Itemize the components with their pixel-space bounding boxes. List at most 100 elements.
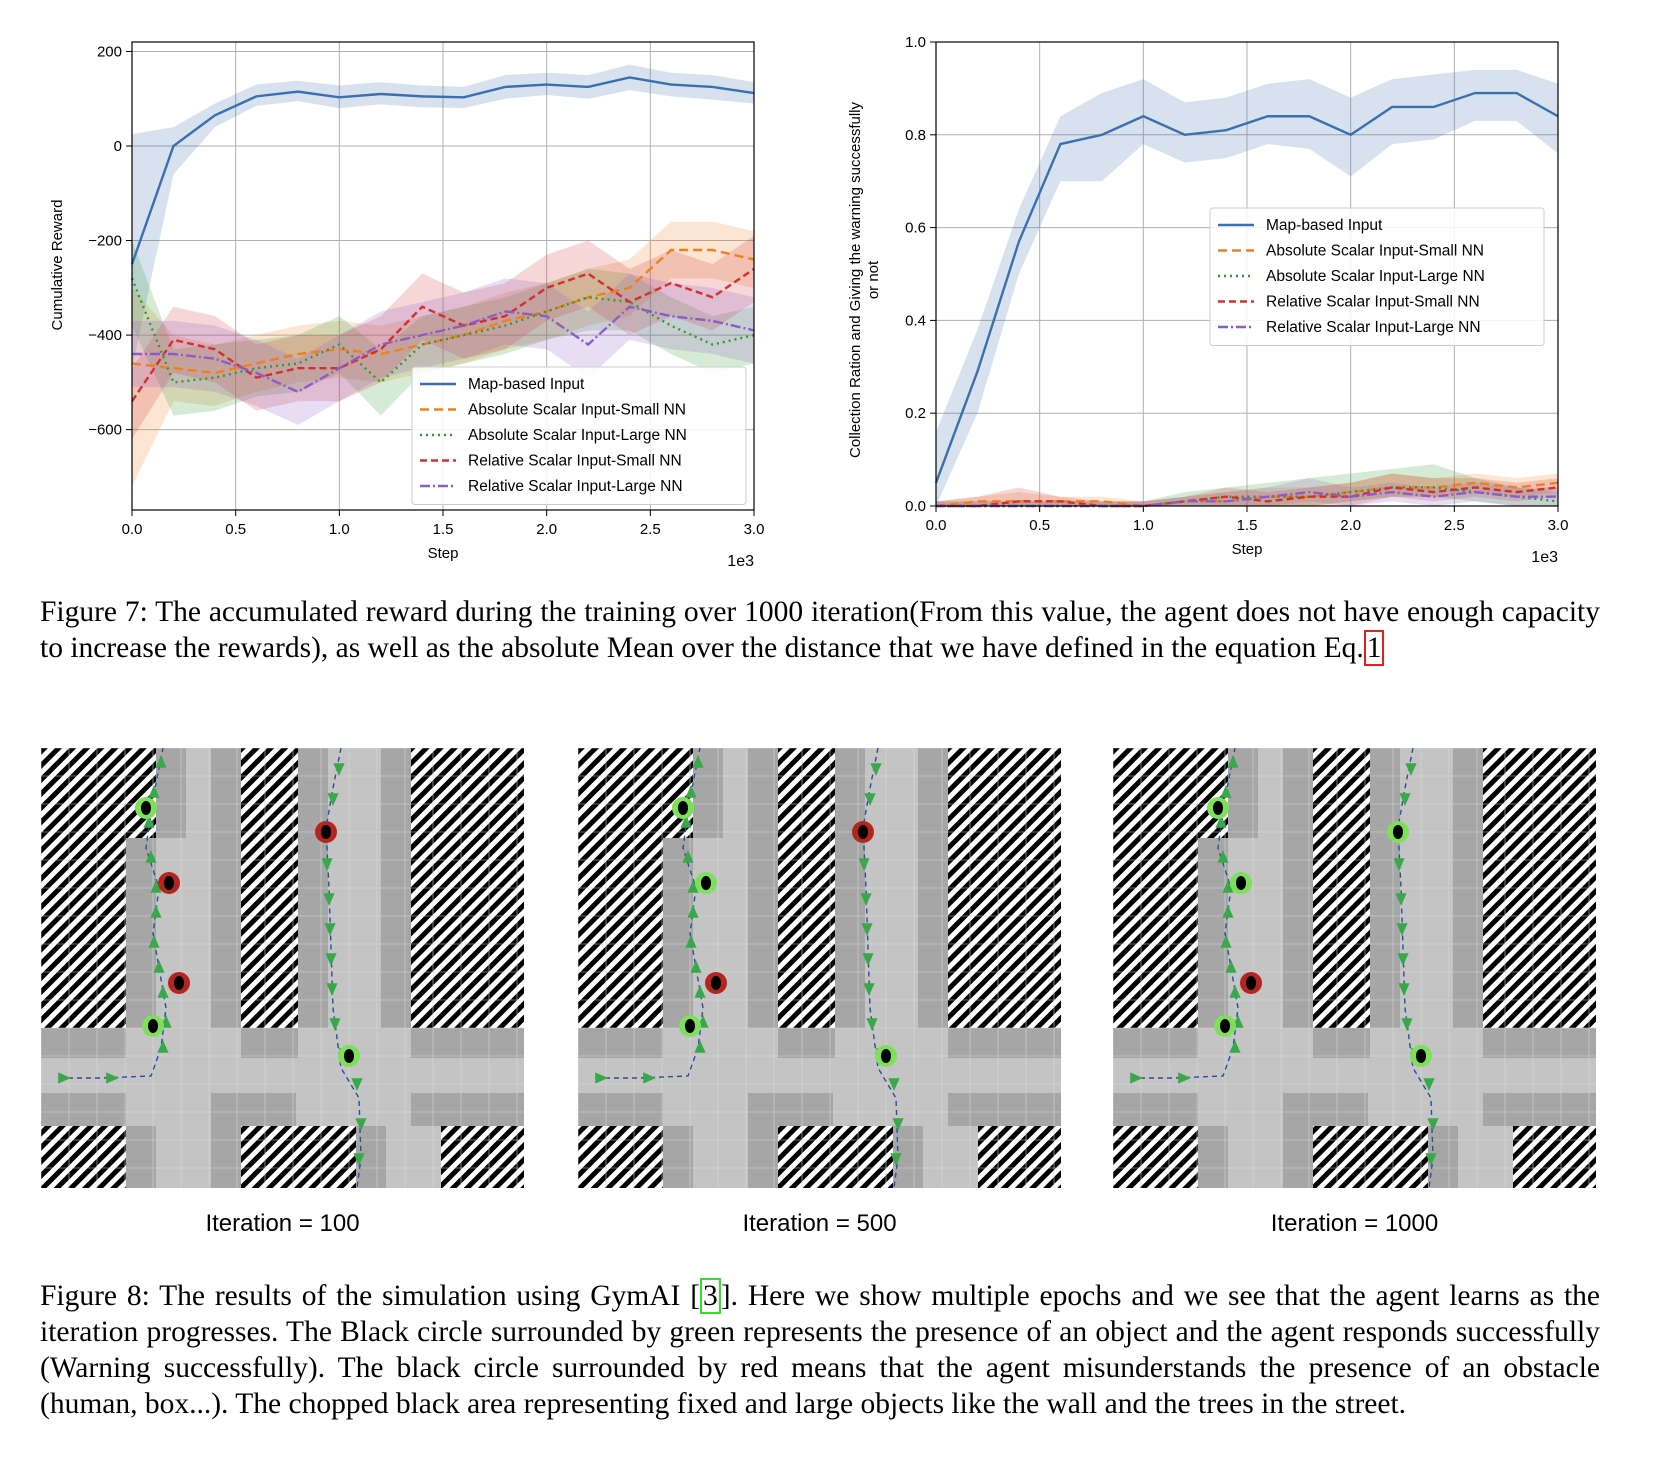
sidewalk-strip [1198,838,1228,1028]
confidence-band [132,273,754,425]
y-tick-label: −600 [88,422,122,439]
agent-arrow-icon [888,1078,900,1091]
agent-arrow-icon [864,793,876,806]
agent-arrow-icon [870,763,882,776]
x-tick-label: 3.0 [1548,517,1569,534]
agent-arrow-icon [333,763,345,776]
y-axis-label-line2: or not [865,260,882,299]
agent-arrow-icon [1393,858,1405,871]
agent-arrow-icon [1423,1078,1435,1091]
obstacle-marker-icon [711,976,721,990]
agent-arrow-icon [1399,793,1411,806]
simulation-label: Iteration = 1000 [1270,1210,1439,1237]
series-line [131,248,755,375]
legend-label: Relative Scalar Input-Small NN [1266,294,1480,311]
sidewalk-strip [411,1093,524,1126]
figure-8-caption: Figure 8: The results of the simulation … [40,1278,1600,1422]
chart-cumulative-reward: 0.0 0.5 1.0 1.5 2.0 2.5 3.0 200 0 −200 −400 −600 Ste… [49,41,764,570]
agent-arrow-icon [861,923,873,936]
wall-block [441,1126,524,1188]
equation-reference-link[interactable]: 1 [1363,630,1385,666]
agent-arrow-icon [1229,985,1241,998]
sidewalk-strip [1483,1028,1596,1058]
chart-collection-ratio: 0.0 0.5 1.0 1.5 2.0 2.5 3.0 0.0 0.2 0.4 0.6 0.8 1.0 S… [847,34,1569,566]
agent-arrow-icon [687,880,699,893]
y-tick-label: −200 [88,233,122,250]
agent-arrow-icon [58,1072,71,1084]
simulation-label: Iteration = 500 [742,1210,897,1237]
simulation-panel-iteration-100 [41,748,524,1188]
agent-arrow-icon [892,1118,904,1131]
agent-arrow-icon [1215,815,1227,828]
agent-arrow-icon [1220,935,1232,948]
obstacle-marker-icon [881,1049,891,1063]
obstacle-marker-icon [148,1019,158,1033]
agent-arrow-icon [685,785,697,798]
sidewalk-strip [663,838,693,1028]
obstacle-marker-icon [1220,1019,1230,1033]
confidence-band [936,69,1558,506]
simulation-label: Iteration = 100 [205,1210,360,1237]
sidewalk-strip [948,1093,1061,1126]
sidewalk-strip [41,1093,126,1126]
x-tick-label: 1.0 [1133,517,1154,534]
agent-arrow-icon [890,1153,902,1166]
agent-arrow-icon [1405,763,1417,776]
obstacle-marker-icon [174,976,184,990]
y-tick-label: 1.0 [905,34,926,51]
citation-reference-link[interactable]: 3 [700,1278,721,1314]
agent-arrow-icon [153,960,165,973]
sidewalk-strip [663,1126,693,1188]
confidence-band [132,235,754,440]
figure-7-caption-text: Figure 7: The accumulated reward during … [40,596,1600,664]
agent-arrow-icon [329,1018,341,1031]
agent-arrow-icon [1401,1018,1413,1031]
sidewalk-strip [748,1093,833,1126]
agent-arrow-icon [866,1018,878,1031]
x-axis-multiplier: 1e3 [727,553,754,570]
sidewalk-strip [1198,1126,1228,1188]
x-tick-label: 0.0 [926,517,947,534]
agent-arrow-icon [351,1078,363,1091]
agent-arrow-icon [145,850,157,863]
sidewalk-strip [411,1028,524,1058]
legend-label: Absolute Scalar Input-Large NN [1266,268,1485,285]
agent-arrow-icon [643,1072,656,1084]
agent-arrow-icon [323,893,335,906]
wall-block [1513,1126,1596,1188]
confidence-band [132,221,754,487]
obstacle-marker-icon [1393,825,1403,839]
agent-arrow-icon [1227,755,1239,768]
agent-arrow-icon [355,1118,367,1131]
agent-arrow-icon [862,953,874,966]
wall-block [41,1126,126,1188]
agent-arrow-icon [157,1040,169,1053]
sidewalk-strip [778,1028,835,1058]
sidewalk-strip [126,838,156,1028]
obstacle-marker-icon [701,876,711,890]
wall-block [578,1126,663,1188]
series-line [934,91,1559,484]
agent-arrow-icon [863,983,875,996]
agent-arrow-icon [694,985,706,998]
agent-arrow-icon [324,923,336,936]
figure-7-caption: Figure 7: The accumulated reward during … [40,594,1600,666]
sidewalk-strip [578,1028,663,1058]
wall-block [978,1126,1061,1188]
x-tick-label: 1.0 [329,521,350,538]
y-tick-label: 0 [114,138,122,155]
series-line [130,76,755,265]
obstacle-marker-icon [1236,876,1246,890]
agent-arrow-icon [1217,850,1229,863]
agent-arrow-icon [106,1072,119,1084]
agent-arrow-icon [1427,1118,1439,1131]
confidence-band [936,464,1558,506]
sidewalk-strip [1283,1126,1313,1188]
sidewalk-strip [241,1028,298,1058]
agent-arrow-icon [327,793,339,806]
agent-arrow-icon [860,893,872,906]
agent-arrow-icon [1178,1072,1191,1084]
y-tick-label: 200 [97,43,122,60]
obstacle-marker-icon [1416,1049,1426,1063]
agent-arrow-icon [1222,905,1234,918]
